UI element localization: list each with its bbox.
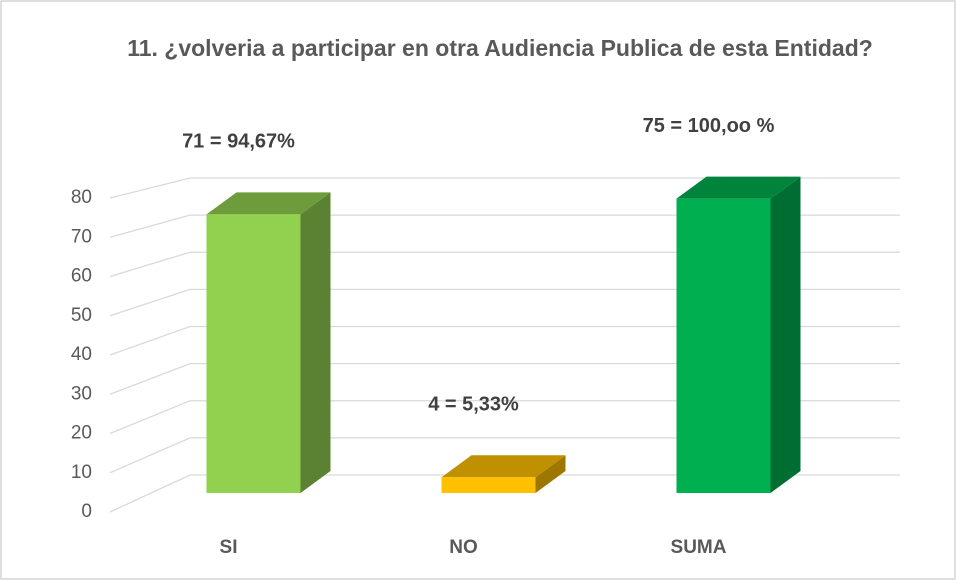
bar-top <box>206 192 331 215</box>
grid-line <box>109 251 900 278</box>
y-tick-label: 80 <box>71 187 92 208</box>
x-tick-label: SI <box>220 537 238 558</box>
x-tick-label: NO <box>449 537 478 558</box>
y-tick-label: 50 <box>71 305 92 326</box>
grid-line <box>109 325 900 356</box>
grid-line <box>109 288 900 317</box>
grid-line <box>109 437 900 474</box>
x-tick-label: SUMA <box>671 537 727 558</box>
bar-top <box>441 455 566 478</box>
value-label: 4 = 5,33% <box>428 394 519 416</box>
y-tick-label: 20 <box>71 423 92 444</box>
bar-side <box>535 455 566 493</box>
y-tick-label: 70 <box>71 226 92 247</box>
chart-title: 11. ¿volveria a participar en otra Audie… <box>127 35 873 61</box>
bar-side <box>770 176 801 493</box>
y-tick-label: 0 <box>81 501 92 522</box>
grid-line <box>109 474 900 513</box>
value-label: 71 = 94,67% <box>182 131 295 153</box>
grid-line <box>109 177 900 199</box>
value-label: 75 = 100,oo % <box>643 115 775 137</box>
y-tick-label: 40 <box>71 344 92 365</box>
grid-line <box>109 362 900 395</box>
grid-line <box>109 400 900 435</box>
y-tick-label: 30 <box>71 383 92 404</box>
bar <box>441 477 536 493</box>
bar-top <box>676 176 801 199</box>
y-tick-label: 60 <box>71 266 92 287</box>
grid-line <box>109 214 900 238</box>
y-tick-label: 10 <box>71 462 92 483</box>
bar <box>676 198 771 493</box>
bar <box>206 214 301 493</box>
bar-side <box>300 192 331 493</box>
